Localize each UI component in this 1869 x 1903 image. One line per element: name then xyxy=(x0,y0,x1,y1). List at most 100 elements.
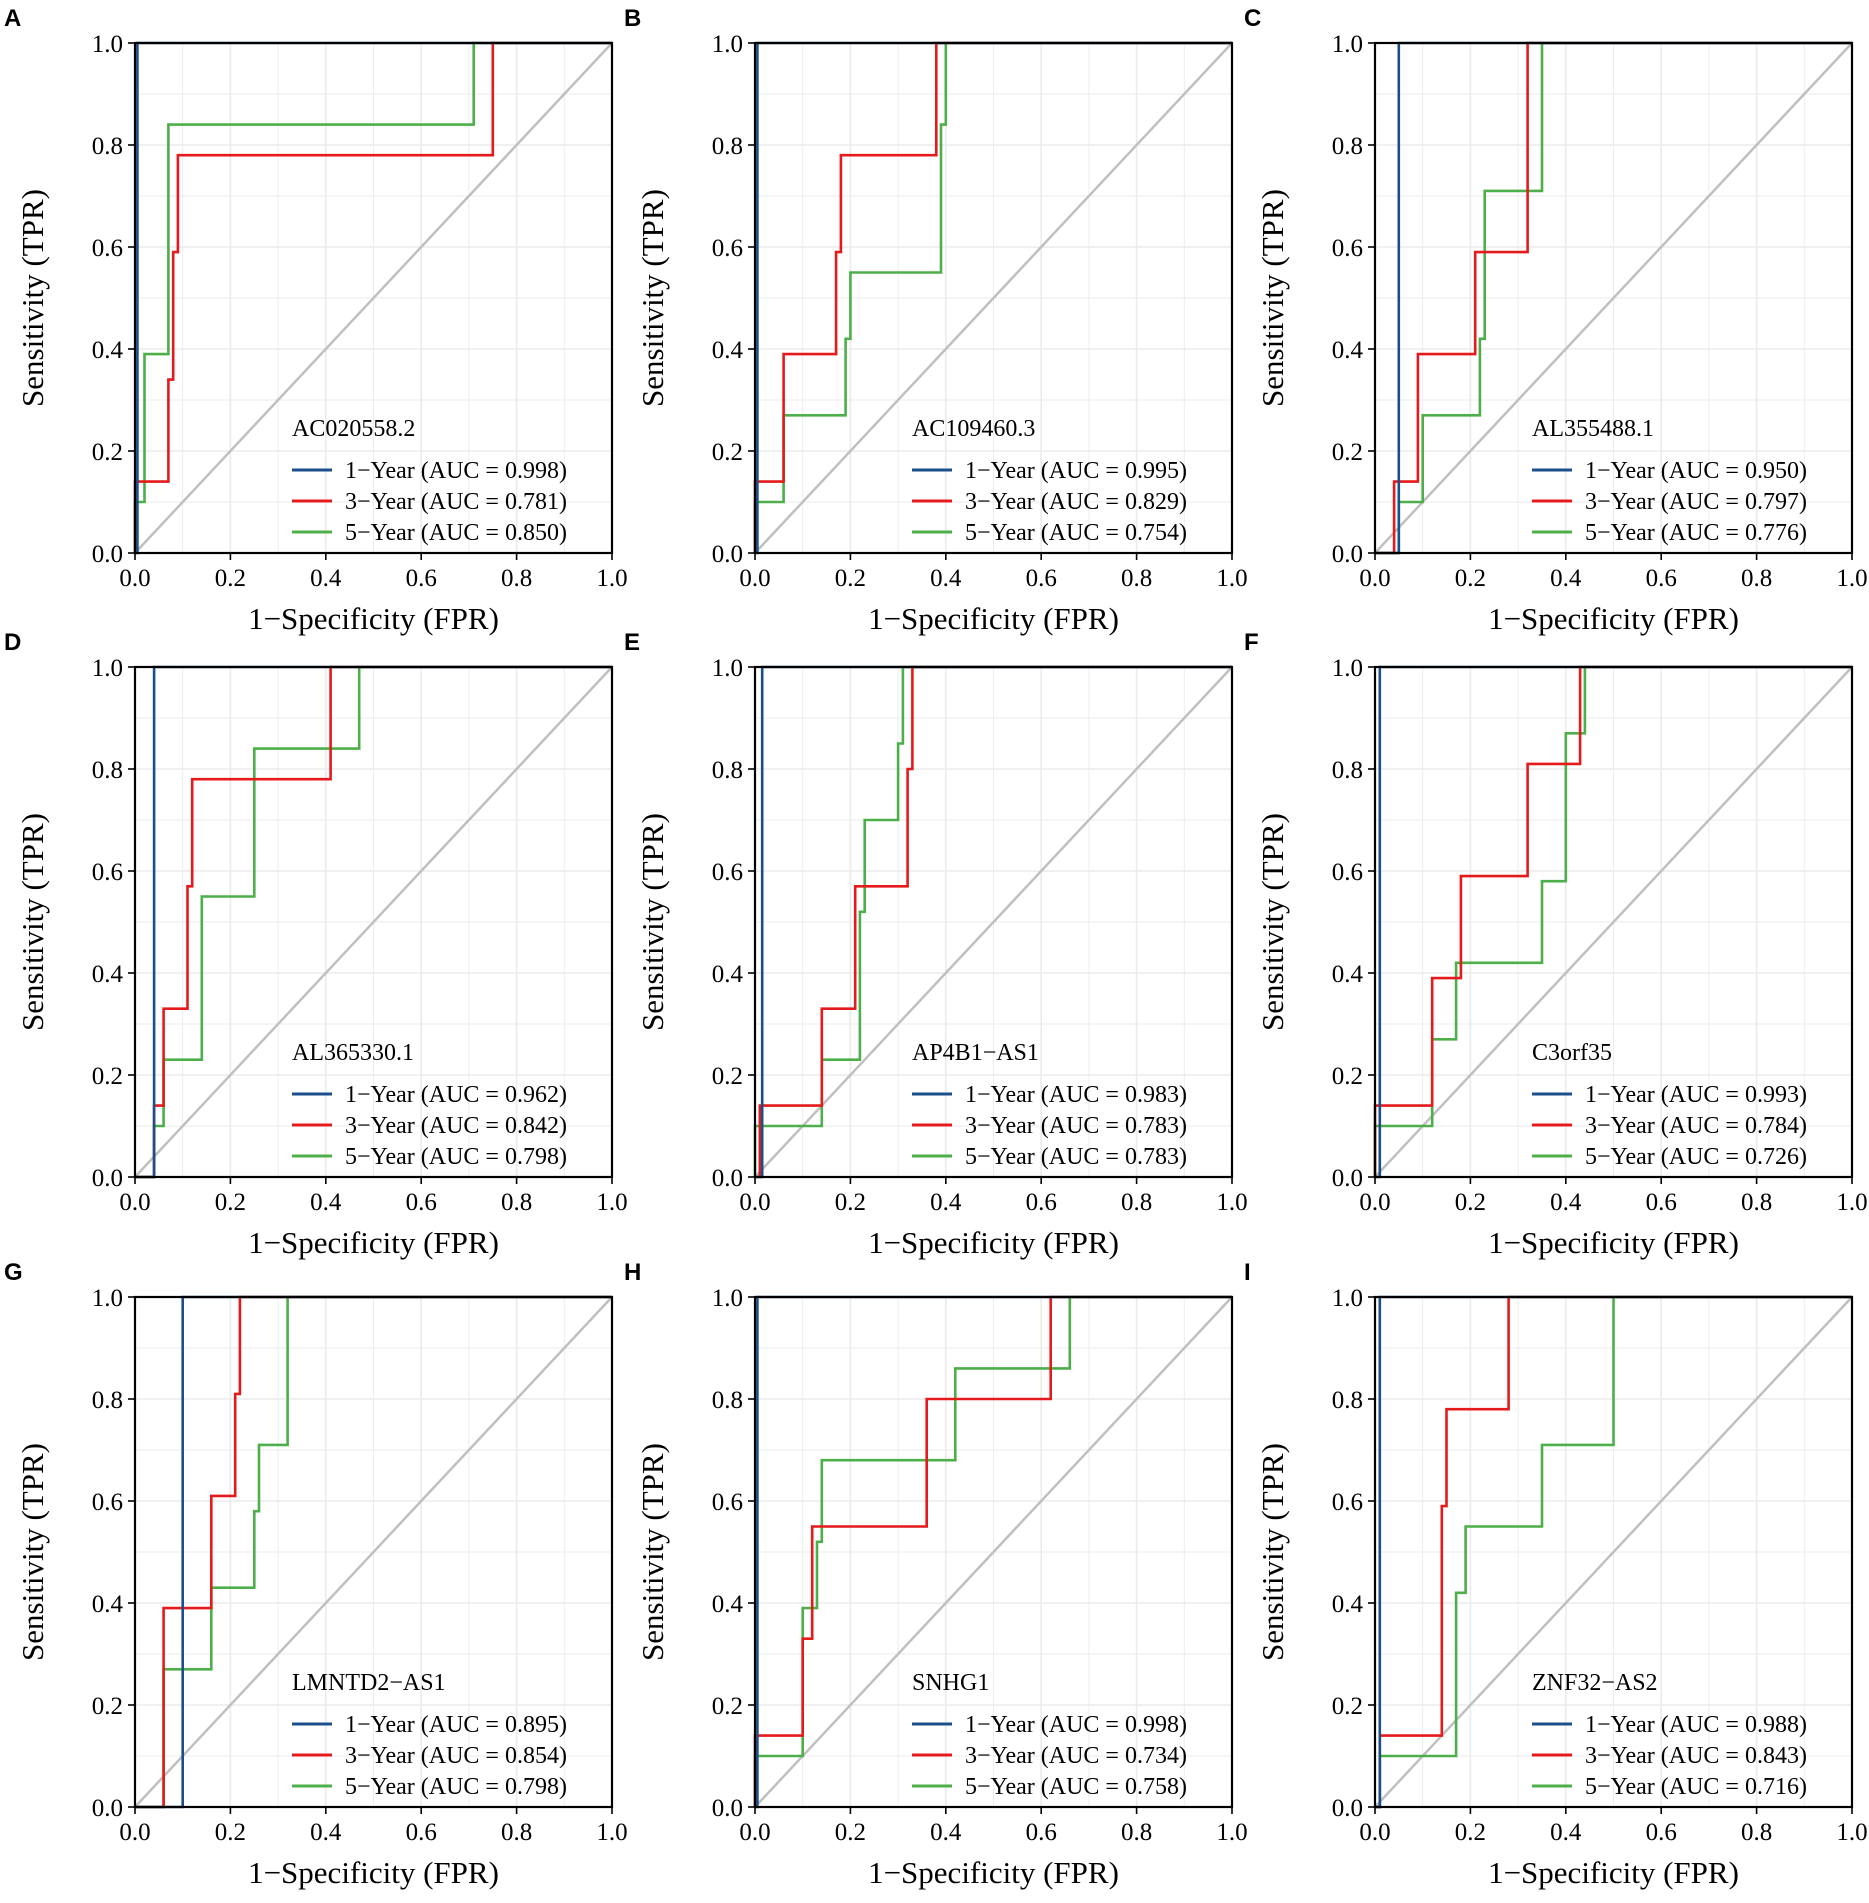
panel-h-ytick-label: 1.0 xyxy=(712,1285,743,1312)
panel-f-legend-label: 5−Year (AUC = 0.726) xyxy=(1585,1144,1807,1170)
panel-f-ytick-label: 0.6 xyxy=(1332,859,1363,886)
panel-d: D 0.0 0.2 0.4 0.6 0.8 1.0 0.0 0.2 0.4 0.6 0.8 1.0 1−S… xyxy=(4,629,628,1260)
panel-c-ytick-label: 0.0 xyxy=(1332,541,1363,568)
panel-a-xtick-label: 1.0 xyxy=(596,565,627,592)
panel-h-plot-border xyxy=(753,1295,1234,1809)
panel-a-ytick-label: 0.6 xyxy=(92,235,123,262)
panel-a-ytick-label: 0.0 xyxy=(92,541,123,568)
panel-h-diagonal-line xyxy=(754,1296,1233,1808)
panel-b-series-5yr-line xyxy=(753,41,1232,553)
panel-f-legend: C3orf35 1−Year (AUC = 0.993) 3−Year (AUC =… xyxy=(1532,1040,1807,1170)
panel-c-diagonal-line xyxy=(1374,42,1853,554)
panel-i-plot-border xyxy=(1373,1295,1854,1809)
panel-g-ytick-label: 0.0 xyxy=(92,1795,123,1822)
panel-g-ytick-label: 0.2 xyxy=(92,1693,123,1720)
panel-a-legend: AC020558.2 1−Year (AUC = 0.998) 3−Year (AU… xyxy=(292,416,567,546)
panel-i-xtick-label: 1.0 xyxy=(1836,1819,1867,1846)
panel-e-letter: E xyxy=(624,629,640,656)
panel-b-xtick-label: 0.6 xyxy=(1026,565,1057,592)
panel-f-legend-label: 3−Year (AUC = 0.784) xyxy=(1585,1113,1807,1139)
panel-f-ytick-label: 0.4 xyxy=(1332,961,1364,988)
panel-d-ylabel: Sensitivity (TPR) xyxy=(15,813,50,1031)
panel-c: C 0.0 0.2 0.4 0.6 0.8 1.0 0.0 0.2 0.4 0.6 0.8 1.0 1−S… xyxy=(1244,5,1868,636)
panel-e-ytick-label: 0.0 xyxy=(712,1165,743,1192)
panel-c-series-3yr-line xyxy=(1375,41,1852,555)
panel-b-ytick-label: 0.4 xyxy=(712,337,744,364)
panel-b-ytick-label: 0.6 xyxy=(712,235,743,262)
panel-h-xtick-label: 0.0 xyxy=(739,1819,770,1846)
panel-e-ytick-label: 0.8 xyxy=(712,757,743,784)
panel-f-xtick-label: 0.4 xyxy=(1550,1189,1582,1216)
panel-b-xtick-label: 1.0 xyxy=(1216,565,1247,592)
panel-e-ytick-label: 0.4 xyxy=(712,961,744,988)
panel-f-ytick-label: 0.8 xyxy=(1332,757,1363,784)
panel-i-diagonal-line xyxy=(1374,1296,1853,1808)
panel-b-ytick-label: 0.8 xyxy=(712,133,743,160)
panel-d-letter: D xyxy=(4,629,21,656)
panel-g-xtick-label: 1.0 xyxy=(596,1819,627,1846)
panel-e-ylabel: Sensitivity (TPR) xyxy=(635,813,670,1031)
panel-h-legend-label: 1−Year (AUC = 0.998) xyxy=(965,1712,1187,1738)
panel-h-xtick-label: 0.6 xyxy=(1026,1819,1057,1846)
panel-d-ytick-label: 0.8 xyxy=(92,757,123,784)
panel-e-ytick-label: 0.6 xyxy=(712,859,743,886)
panel-e-ytick-label: 1.0 xyxy=(712,655,743,682)
panel-f-diagonal-line xyxy=(1374,666,1853,1178)
panel-h-xlabel: 1−Specificity (FPR) xyxy=(868,1855,1119,1890)
panel-e-series-3yr-line xyxy=(755,665,1232,1179)
panel-d-xtick-label: 0.0 xyxy=(119,1189,150,1216)
panel-a-xtick-label: 0.2 xyxy=(215,565,246,592)
panel-f-xtick-label: 0.8 xyxy=(1741,1189,1772,1216)
panel-b-xtick-label: 0.4 xyxy=(930,565,962,592)
panel-d-xlabel: 1−Specificity (FPR) xyxy=(248,1225,499,1260)
panel-a-ylabel: Sensitivity (TPR) xyxy=(15,189,50,407)
panel-g-xtick-label: 0.6 xyxy=(406,1819,437,1846)
panel-e-legend-label: 5−Year (AUC = 0.783) xyxy=(965,1144,1187,1170)
panel-g-ytick-label: 0.4 xyxy=(92,1591,124,1618)
panel-c-legend-title: AL355488.1 xyxy=(1532,416,1654,442)
panel-i-ylabel: Sensitivity (TPR) xyxy=(1255,1443,1290,1661)
panel-b-legend-title: AC109460.3 xyxy=(912,416,1035,442)
panel-c-ylabel: Sensitivity (TPR) xyxy=(1255,189,1290,407)
panel-g-ytick-label: 0.8 xyxy=(92,1387,123,1414)
panel-c-ytick-label: 0.6 xyxy=(1332,235,1363,262)
panel-g-xtick-label: 0.4 xyxy=(310,1819,342,1846)
panel-c-xtick-label: 0.6 xyxy=(1646,565,1677,592)
panel-e-xtick-label: 0.6 xyxy=(1026,1189,1057,1216)
panel-g-xtick-label: 0.2 xyxy=(215,1819,246,1846)
panel-g-xlabel: 1−Specificity (FPR) xyxy=(248,1855,499,1890)
panel-e-xtick-label: 0.2 xyxy=(835,1189,866,1216)
panel-d-plot-border xyxy=(133,665,614,1179)
panel-b: B 0.0 0.2 0.4 0.6 0.8 1.0 0.0 0.2 0.4 0.6 0.8 1.0 1−S… xyxy=(624,5,1248,636)
panel-c-xtick-label: 0.0 xyxy=(1359,565,1390,592)
panel-h-series-3yr-line xyxy=(753,1295,1232,1807)
panel-c-xtick-label: 0.2 xyxy=(1455,565,1486,592)
panel-g-legend-title: LMNTD2−AS1 xyxy=(292,1670,446,1696)
panel-h: H 0.0 0.2 0.4 0.6 0.8 1.0 0.0 0.2 0.4 0.6 0.8 1.0 1−S… xyxy=(624,1259,1248,1890)
panel-d-ytick-label: 0.4 xyxy=(92,961,124,988)
panel-i-xtick-label: 0.4 xyxy=(1550,1819,1582,1846)
panel-b-ytick-label: 1.0 xyxy=(712,31,743,58)
panel-a: A 0.0 0.2 0.4 0.6 0.8 1.0 0.0 0.2 0.4 0.6 0.8 1.0 1−S… xyxy=(4,5,628,636)
panel-e-xtick-label: 0.0 xyxy=(739,1189,770,1216)
panel-a-xtick-label: 0.6 xyxy=(406,565,437,592)
panel-i-ytick-label: 0.8 xyxy=(1332,1387,1363,1414)
panel-c-ytick-label: 0.8 xyxy=(1332,133,1363,160)
panel-f-series-5yr-line xyxy=(1373,665,1852,1177)
panel-h-ytick-label: 0.4 xyxy=(712,1591,744,1618)
panel-i-ytick-label: 0.2 xyxy=(1332,1693,1363,1720)
panel-h-legend-label: 3−Year (AUC = 0.734) xyxy=(965,1743,1187,1769)
panel-c-ytick-label: 0.4 xyxy=(1332,337,1364,364)
panel-h-ytick-label: 0.2 xyxy=(712,1693,743,1720)
panel-e-xtick-label: 0.4 xyxy=(930,1189,962,1216)
panel-b-xtick-label: 0.0 xyxy=(739,565,770,592)
panel-i-legend-label: 5−Year (AUC = 0.716) xyxy=(1585,1774,1807,1800)
panel-c-xtick-label: 1.0 xyxy=(1836,565,1867,592)
panel-b-ytick-label: 0.2 xyxy=(712,439,743,466)
panel-h-ytick-label: 0.6 xyxy=(712,1489,743,1516)
panel-a-diagonal-line xyxy=(134,42,613,554)
panel-g-xtick-label: 0.0 xyxy=(119,1819,150,1846)
panel-e-xlabel: 1−Specificity (FPR) xyxy=(868,1225,1119,1260)
panel-d-xtick-label: 0.6 xyxy=(406,1189,437,1216)
